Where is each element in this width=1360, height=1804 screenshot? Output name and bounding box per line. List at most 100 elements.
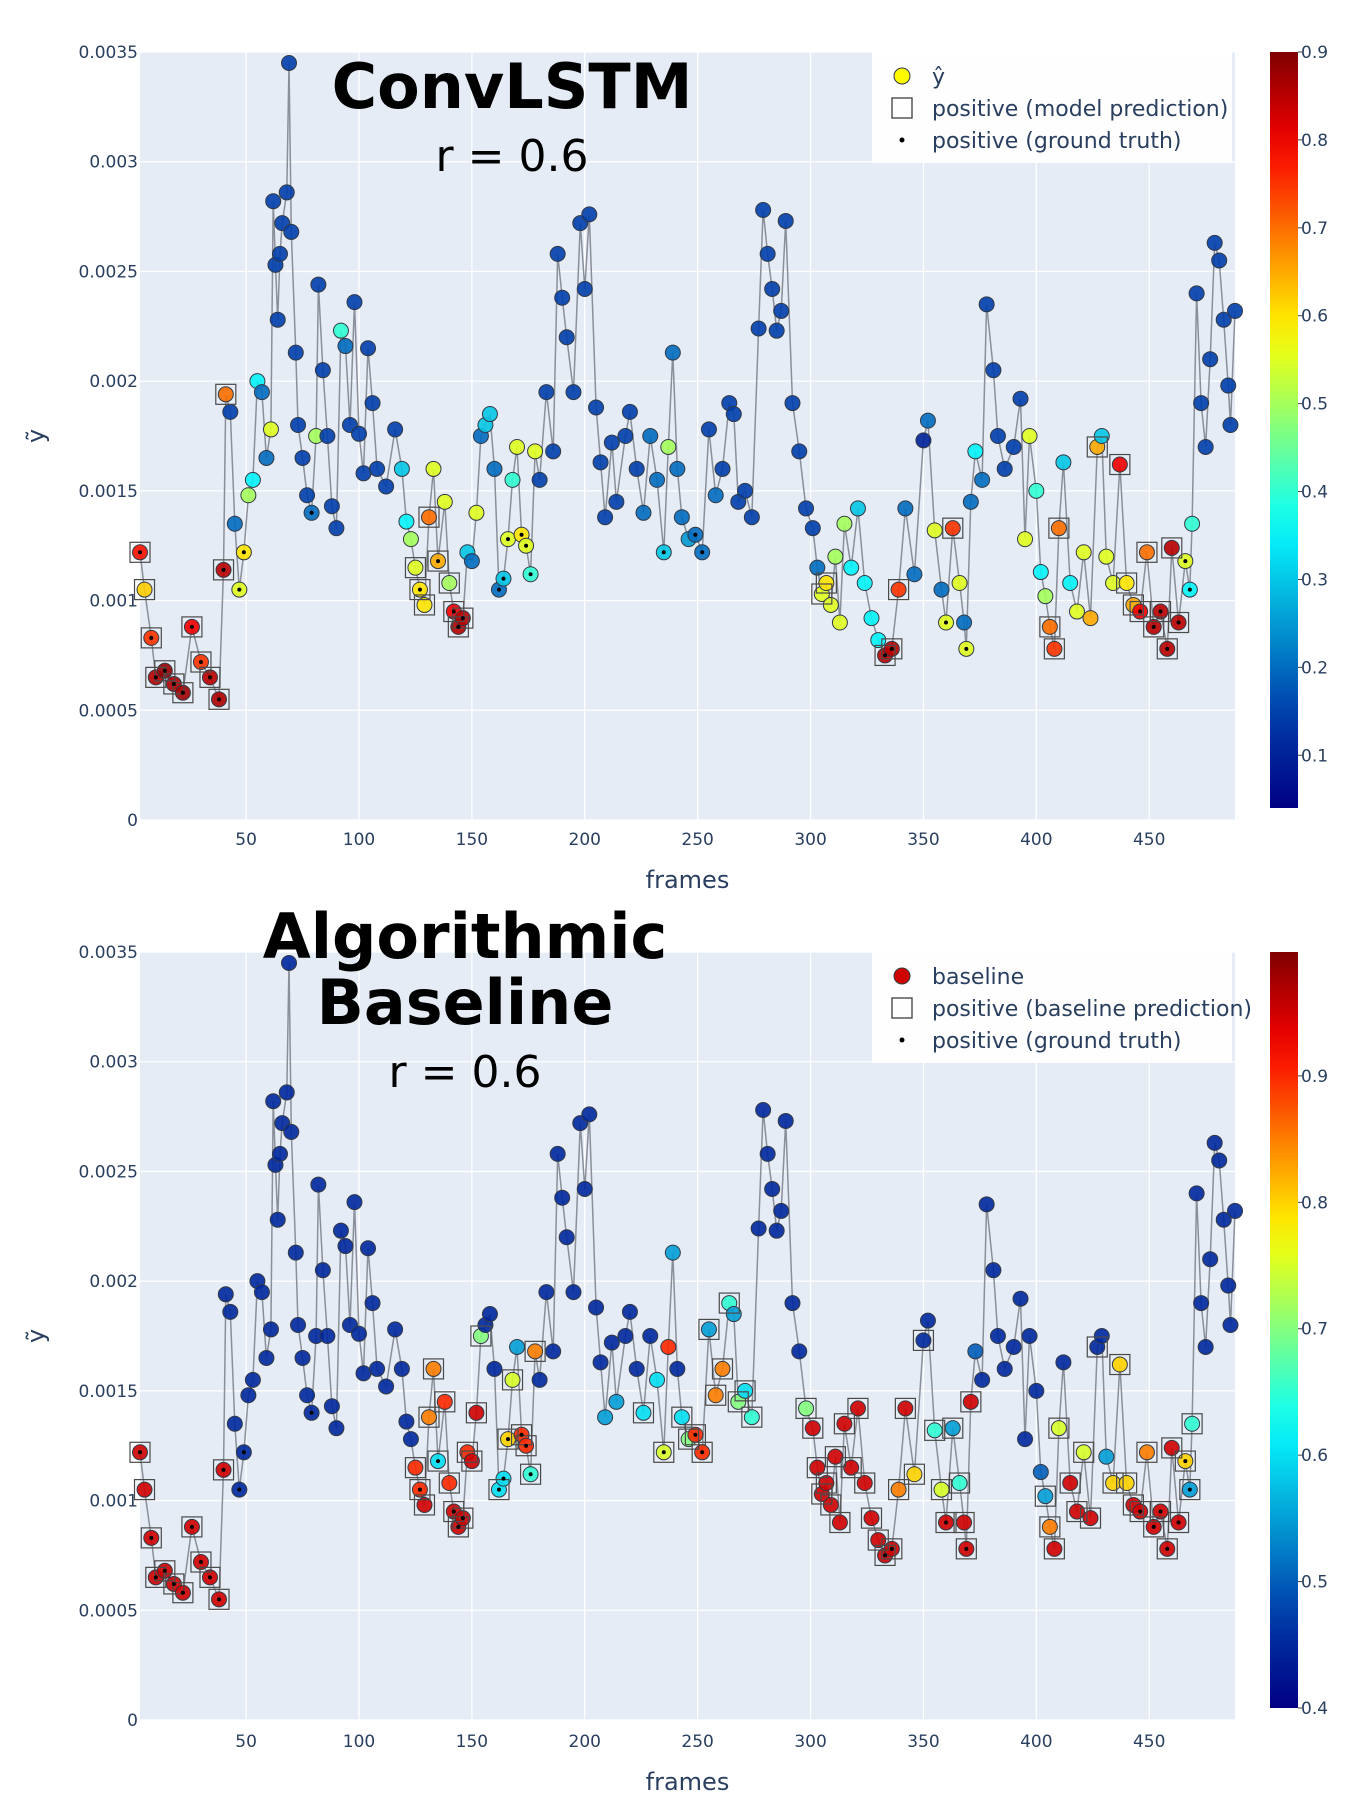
data-point — [269, 1211, 286, 1228]
colorbar-tick-label: 0.1 — [1301, 746, 1328, 766]
data-point — [222, 403, 239, 420]
ground-truth-dot — [241, 550, 246, 555]
prediction-square — [190, 651, 212, 673]
prediction-square — [829, 1511, 851, 1534]
y-tick-label: 0.0025 — [79, 262, 138, 282]
data-point — [346, 1194, 363, 1211]
prediction-square — [953, 1511, 975, 1534]
legend-background — [872, 952, 1232, 1063]
data-point — [919, 412, 936, 429]
data-point — [759, 1145, 776, 1162]
data-point — [777, 212, 794, 229]
ground-truth-dot — [693, 532, 698, 537]
ground-truth-dot — [1158, 1509, 1163, 1514]
x-axis-title: frames — [646, 1768, 730, 1796]
data-point — [222, 1303, 239, 1320]
data-point — [773, 302, 790, 319]
prediction-square — [422, 1358, 445, 1380]
data-point — [436, 493, 453, 510]
data-point — [226, 515, 243, 532]
data-point — [944, 520, 961, 537]
ground-truth-dot — [661, 1450, 666, 1455]
ground-truth-dot — [149, 635, 154, 640]
data-point — [558, 329, 575, 346]
data-point — [283, 1123, 300, 1140]
data-point — [649, 1371, 666, 1388]
prediction-square — [930, 1478, 953, 1501]
data-point — [804, 1420, 821, 1437]
y-tick-label: 0.001 — [89, 592, 138, 612]
data-point — [271, 1145, 288, 1162]
ground-truth-dot — [496, 1487, 501, 1492]
ground-truth-dot — [138, 550, 142, 555]
data-point — [818, 1475, 835, 1492]
prediction-square — [413, 594, 436, 616]
prediction-square — [874, 1544, 896, 1567]
data-point — [664, 344, 681, 361]
y-tick-label: 0.0025 — [79, 1162, 138, 1182]
y-tick-label: 0.001 — [89, 1492, 138, 1512]
prediction-square — [199, 1566, 221, 1588]
ground-truth-dot — [883, 1553, 888, 1558]
prediction-square — [705, 1384, 727, 1406]
prediction-square — [1116, 1472, 1138, 1494]
data-point — [809, 559, 826, 576]
ground-truth-dot — [501, 1476, 506, 1481]
prediction-square — [718, 1292, 740, 1314]
prediction-square — [815, 1472, 837, 1494]
data-point — [364, 395, 381, 412]
data-point — [818, 575, 835, 592]
prediction-square — [133, 578, 156, 601]
data-point — [1017, 531, 1034, 548]
data-point — [545, 1343, 562, 1360]
data-point — [906, 566, 923, 583]
ground-truth-dot — [309, 1410, 314, 1415]
ground-truth-dot — [700, 550, 705, 555]
prediction-square — [935, 1511, 957, 1534]
prediction-square — [1122, 1494, 1145, 1516]
data-point — [393, 1360, 410, 1377]
data-point — [1028, 1382, 1045, 1399]
data-point — [798, 500, 815, 517]
data-point — [784, 1295, 801, 1312]
data-point — [773, 1202, 790, 1219]
prediction-square — [860, 1507, 883, 1529]
ground-truth-dot — [451, 1509, 456, 1514]
legend-marker-dot — [899, 137, 905, 143]
prediction-square — [470, 1325, 492, 1347]
data-point — [750, 1220, 767, 1237]
prediction-square — [811, 583, 833, 605]
colorbar-tick-label: 0.8 — [1301, 131, 1328, 151]
prediction-square — [1066, 1500, 1088, 1523]
baseline-scatter-chart: 50 100 150 200 250 300 350 400 450 0 0.0005 0.001 0.… — [22, 900, 1328, 1796]
x-tick-label: 200 — [569, 1732, 601, 1752]
data-point — [310, 1176, 327, 1193]
data-point — [545, 443, 562, 460]
data-point — [1032, 1464, 1049, 1481]
prediction-square — [1167, 1511, 1190, 1534]
data-point — [759, 245, 776, 262]
data-point — [617, 428, 634, 444]
prediction-square — [1136, 541, 1158, 563]
prediction-square — [140, 1527, 162, 1549]
ground-truth-dot — [207, 1575, 212, 1580]
ground-truth-dot — [524, 543, 529, 548]
data-point — [323, 1398, 340, 1415]
prediction-square — [802, 1417, 824, 1439]
prediction-square — [1073, 1441, 1095, 1463]
data-point — [843, 559, 860, 576]
x-tick-label: 400 — [1020, 1732, 1052, 1752]
data-point — [398, 1413, 415, 1430]
data-point — [777, 1112, 794, 1129]
prediction-square — [1039, 616, 1061, 638]
baseline-chart-panel: 50 100 150 200 250 300 350 400 450 0 0.0005 0.001 0.… — [0, 900, 1360, 1800]
prediction-square — [215, 383, 237, 405]
data-point — [253, 384, 270, 401]
prediction-square — [1179, 1478, 1201, 1501]
ground-truth-dot — [189, 1524, 194, 1529]
data-point — [1082, 610, 1099, 627]
data-point — [355, 465, 372, 482]
legend-entry: positive (baseline prediction) — [932, 997, 1252, 1022]
prediction-square — [501, 1369, 524, 1391]
chart-title: Baseline — [317, 966, 614, 1039]
